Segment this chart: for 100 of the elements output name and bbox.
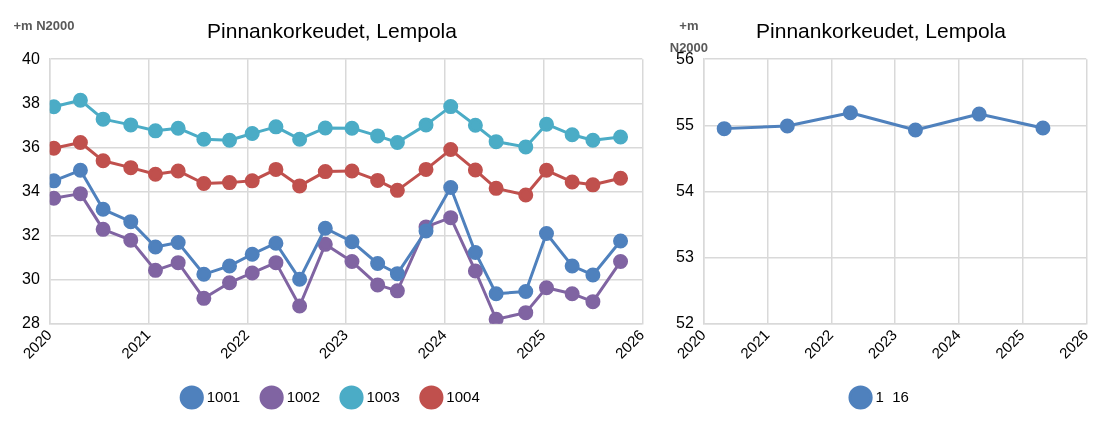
point	[488, 311, 504, 324]
point	[196, 266, 212, 282]
point	[268, 119, 284, 135]
point	[971, 106, 987, 122]
point	[317, 120, 333, 136]
point	[292, 178, 308, 194]
point	[344, 254, 360, 270]
point	[564, 174, 580, 190]
point	[842, 105, 858, 121]
point	[370, 277, 386, 293]
point	[123, 117, 139, 133]
point	[538, 162, 554, 178]
point	[123, 214, 139, 230]
y-tick-label: 30	[22, 270, 40, 287]
point	[244, 125, 260, 141]
point	[147, 239, 163, 255]
point	[292, 298, 308, 314]
legend-label: 1 16	[875, 387, 909, 405]
point	[518, 139, 534, 155]
point	[779, 118, 795, 134]
point	[585, 177, 601, 193]
point	[564, 127, 580, 143]
point	[268, 161, 284, 177]
y-tick-label: 54	[676, 181, 694, 199]
point	[244, 173, 260, 189]
point	[196, 176, 212, 191]
y-tick-label: 34	[22, 181, 40, 199]
point	[244, 265, 260, 281]
point	[907, 122, 923, 138]
y-tick-label: 32	[22, 225, 40, 243]
point	[147, 166, 163, 182]
point	[613, 129, 629, 145]
legend-label: 1003	[366, 387, 400, 405]
chart-title: Pinnankorkeudet, Lempola	[207, 19, 458, 43]
point	[443, 179, 459, 195]
point	[317, 164, 333, 180]
point	[292, 271, 308, 287]
point	[716, 121, 732, 137]
point	[147, 123, 163, 139]
point	[268, 235, 284, 251]
point	[344, 120, 360, 136]
point	[170, 235, 186, 251]
point	[443, 99, 459, 115]
point	[488, 180, 504, 196]
point	[389, 182, 405, 198]
point	[467, 244, 483, 260]
point	[244, 246, 260, 262]
point	[389, 283, 405, 299]
legend-label: 1004	[446, 387, 480, 405]
point	[518, 305, 534, 321]
point	[95, 221, 111, 237]
point	[518, 284, 534, 299]
point	[488, 286, 504, 302]
y-tick-label: 36	[22, 137, 40, 155]
point	[222, 275, 238, 291]
point	[1035, 120, 1051, 136]
y-tick-label: 28	[22, 314, 40, 332]
point	[123, 232, 139, 248]
point	[72, 92, 88, 108]
point	[613, 254, 629, 270]
point	[222, 175, 238, 191]
point	[613, 233, 629, 249]
point	[443, 210, 459, 226]
y-tick-label: 55	[676, 115, 694, 133]
point	[585, 294, 601, 310]
legend-label: 1001	[206, 387, 241, 405]
point	[222, 132, 238, 148]
point	[389, 135, 405, 151]
point	[518, 187, 534, 203]
point	[564, 286, 580, 302]
y-tick-label: 38	[22, 93, 40, 111]
point	[170, 163, 186, 179]
point	[72, 162, 88, 178]
point	[147, 262, 163, 278]
point	[72, 186, 88, 202]
point	[370, 128, 386, 144]
point	[95, 153, 111, 169]
point	[344, 163, 360, 179]
point	[443, 142, 459, 158]
y-axis-title: +m N2000	[13, 18, 75, 33]
chart-title: Pinnankorkeudet, Lempola	[756, 19, 1007, 43]
y-tick-label: 53	[676, 247, 694, 265]
y-tick-label: 40	[22, 49, 40, 67]
point	[613, 170, 629, 186]
point	[170, 255, 186, 271]
point	[467, 162, 483, 178]
point	[196, 290, 212, 306]
point	[418, 223, 434, 239]
legend-label: 1002	[286, 387, 321, 405]
point	[123, 160, 139, 176]
point	[268, 255, 284, 271]
point	[467, 263, 483, 279]
y-tick-label: 52	[676, 314, 694, 332]
point	[488, 134, 504, 150]
point	[467, 117, 483, 133]
point	[344, 234, 360, 250]
point	[292, 131, 308, 147]
point	[72, 135, 88, 151]
point	[585, 132, 601, 148]
point	[95, 201, 111, 217]
